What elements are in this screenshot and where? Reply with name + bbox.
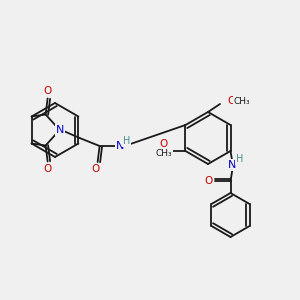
Text: O: O [228, 96, 236, 106]
Text: O: O [92, 164, 100, 174]
Text: O: O [204, 176, 213, 186]
Text: H: H [123, 136, 130, 146]
Text: CH₃: CH₃ [234, 97, 250, 106]
Text: N: N [116, 141, 124, 151]
Text: O: O [44, 86, 52, 97]
Text: O: O [44, 164, 52, 173]
Text: CH₃: CH₃ [155, 149, 172, 158]
Text: N: N [228, 160, 237, 170]
Text: H: H [236, 154, 243, 164]
Text: O: O [159, 139, 168, 149]
Text: N: N [56, 125, 64, 135]
